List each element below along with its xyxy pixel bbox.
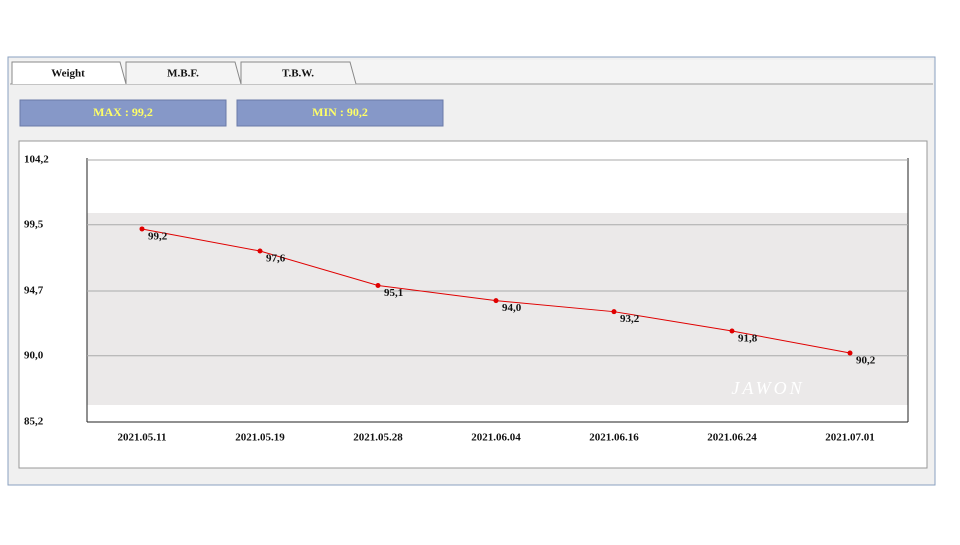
data-point (729, 328, 735, 334)
data-label: 99,2 (148, 230, 168, 242)
tab[interactable] (240, 61, 357, 85)
tab-label[interactable]: M.B.F. (167, 68, 199, 80)
data-label: 95,1 (384, 287, 403, 299)
x-tick-label: 2021.05.19 (235, 432, 285, 444)
max-label: MAX : 99,2 (93, 105, 153, 119)
y-tick-label: 90,0 (24, 349, 44, 361)
x-tick-label: 2021.05.28 (353, 432, 403, 444)
x-tick-label: 2021.07.01 (825, 432, 875, 444)
y-tick-label: 104,2 (24, 154, 49, 166)
x-tick-label: 2021.06.24 (707, 432, 757, 444)
data-point (139, 226, 145, 232)
data-label: 91,8 (738, 333, 758, 345)
tab-label[interactable]: Weight (51, 68, 85, 80)
data-point (847, 350, 853, 356)
x-tick-label: 2021.06.04 (471, 432, 521, 444)
y-tick-label: 94,7 (24, 285, 44, 297)
tab[interactable] (125, 61, 242, 85)
max-banner (19, 99, 227, 127)
data-point (375, 282, 381, 288)
y-tick-label: 85,2 (24, 416, 44, 428)
x-tick-label: 2021.05.11 (118, 432, 167, 444)
data-point (257, 248, 263, 254)
min-label: MIN : 90,2 (312, 105, 368, 119)
tab-label[interactable]: T.B.W. (282, 68, 314, 80)
x-tick-label: 2021.06.16 (589, 432, 639, 444)
data-point (493, 298, 499, 304)
min-banner (236, 99, 444, 127)
data-label: 93,2 (620, 313, 640, 325)
range-band (87, 213, 908, 405)
data-point (611, 309, 617, 315)
data-label: 90,2 (856, 355, 876, 367)
plot: 85,2 90,0 94,7 99,5 104,2 2021.05.11 2021.05.1… (24, 154, 908, 444)
watermark: JAWON (731, 378, 804, 398)
data-label: 94,0 (502, 302, 522, 314)
data-label: 97,6 (266, 253, 286, 265)
tab[interactable] (11, 61, 127, 85)
y-tick-label: 99,5 (24, 218, 44, 230)
